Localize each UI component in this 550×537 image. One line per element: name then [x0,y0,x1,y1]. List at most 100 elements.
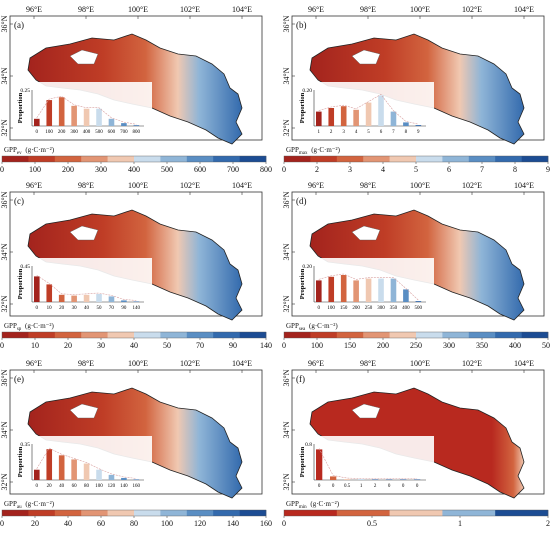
histogram-xtick-label: 20 [47,484,53,489]
colorbar-tick-label: 0 [282,341,286,350]
variable-unit: (g·C·m⁻²) [23,322,54,330]
lon-tick-label: 98°E [78,181,94,190]
colorbar-segment [284,332,311,338]
colorbar-tick-label: 0 [0,519,4,528]
lon-tick-label: 96°E [308,359,324,368]
histogram-xtick-label: 350 [390,306,398,311]
panel-b: 96°E 98°E 100°E 102°E 104°E 36°N 34°N 32°N (b) Pr… [282,5,550,174]
histogram-xtick-label: 700 [120,130,128,135]
colorbar-segment [28,156,56,162]
colorbar-segment [389,156,417,162]
panel-letter: (f) [296,374,305,384]
colorbar-segment [495,510,549,516]
histogram-bar [83,463,90,480]
histogram-xtick-label: 0 [317,306,320,311]
histogram-xtick-label: 150 [340,306,348,311]
histogram-bar [71,295,77,302]
variable-subscript: ev [17,151,22,156]
colorbar: 0 2 3 4 5 6 7 8 9 [282,155,550,174]
lon-tick-label: 98°E [78,5,94,14]
histogram-xtick-label: 120 [108,484,116,489]
colorbar-tick-label: 120 [194,519,206,528]
histogram-xtick-label: 0 [35,130,38,135]
colorbar-segment [284,510,338,516]
map-frame [9,369,263,495]
variable-name: GPP [286,146,299,154]
colorbar-tick-label: 350 [476,341,488,350]
colorbar-segment [2,510,29,516]
histogram-bar [34,276,40,302]
colorbar-segment [54,332,82,338]
lon-tick-label: 96°E [308,5,324,14]
histogram-bar [316,280,322,302]
panel-letter: (c) [14,196,24,206]
colorbar-segment [213,510,240,516]
colorbar-segment [160,510,188,516]
histogram-xtick-label: 40 [84,306,90,311]
histogram-bar [316,449,323,480]
histogram-bar [328,108,335,126]
colorbar-tick-label: 400 [128,165,140,174]
colorbar-tick-label: 70 [196,341,204,350]
panel-d: 96°E 98°E 100°E 102°E 104°E 36°N 34°N 32°N (d) Pr… [282,181,550,350]
colorbar-segment [134,156,161,162]
histogram-xtick-label: 0 [388,484,391,489]
variable-name: GPP [4,322,17,330]
colorbar-tick-label: 90 [229,341,237,350]
colorbar-tick-label: 9 [546,165,550,174]
colorbar-segment [160,156,188,162]
histogram-xtick-label: 600 [108,130,116,135]
panel-letter: (a) [14,20,24,30]
panel-a: 96°E 98°E 100°E 102°E 104°E 36°N 34°N 32°N (a) Pr… [0,5,272,174]
lon-tick-label: 98°E [360,359,376,368]
histogram-bar [121,477,127,480]
histogram-xtick-label: 100 [45,130,53,135]
lat-tick-label: 36°N [0,369,9,386]
colorbar-segment [107,332,135,338]
colorbar-tick-label: 500 [542,341,550,350]
colorbar-frame [283,509,549,517]
colorbar-tick-label: 200 [62,165,74,174]
histogram-bar [328,276,335,302]
colorbar-tick-label: 600 [194,165,206,174]
colorbar-segment [81,156,108,162]
colorbar: 0 0.5 1 2 [282,509,550,528]
variable-unit: (g·C·m⁻²) [309,146,340,154]
colorbar-segment [310,156,338,162]
histogram-xtick-label: 800 [133,130,141,135]
histogram-xtick-label: 8 [405,130,408,135]
colorbar-tick-label: 60 [97,519,105,528]
histogram-bar [46,284,53,302]
histogram-bar [121,123,127,126]
lat-tick-label: 34°N [0,243,9,260]
lat-tick-label: 32°N [282,295,291,312]
lat-tick-label: 32°N [0,473,9,490]
colorbar-segment [213,332,240,338]
colorbar-segment [107,510,135,516]
histogram-ymax-label: 0.20 [302,88,312,94]
histogram-ymax-label: 0.45 [20,264,30,270]
histogram-xtick-label: 6 [380,130,383,135]
histogram-ylabel: Proportion [17,268,24,299]
colorbar-segment [416,332,443,338]
histogram-density-curve [36,95,137,125]
histogram-bar [340,106,347,126]
colorbar-segment [160,332,188,338]
lake-shape [69,49,99,65]
colorbar-segment [54,510,82,516]
lat-tick-label: 32°N [0,295,9,312]
colorbar-segment [28,332,56,338]
colorbar-segment [442,156,470,162]
histogram-xtick-label: 200 [352,306,360,311]
panel-f: 96°E 98°E 100°E 102°E 104°E 36°N 34°N 32°N (f) Pr… [282,359,550,528]
lat-tick-label: 32°N [282,473,291,490]
histogram-bar [71,105,77,126]
colorbar-segment [336,156,364,162]
colorbar-tick-label: 100 [311,341,323,350]
histogram-xtick-label: 500 [95,130,103,135]
histogram-xtick-label: 500 [415,306,423,311]
lon-tick-label: 100°E [410,181,430,190]
